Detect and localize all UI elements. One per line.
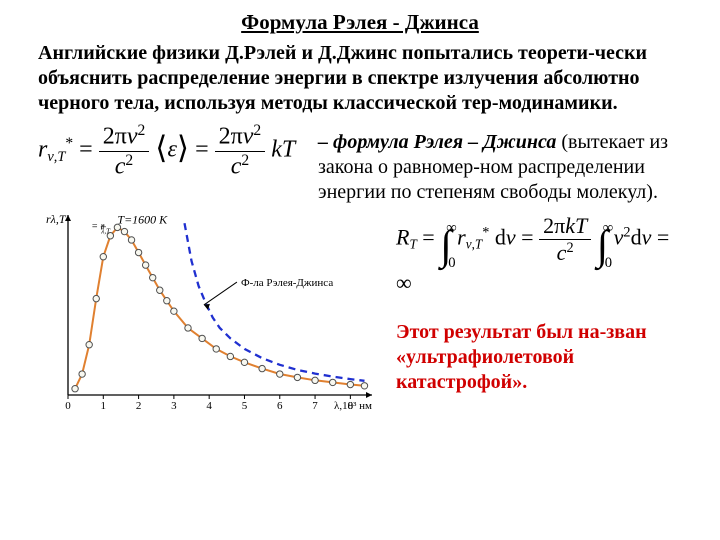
formula-row: rν,T* = 2πν2c2 ⟨ε⟩ = 2πν2c2 kT – формула… — [0, 120, 720, 207]
svg-text:3: 3 — [171, 400, 177, 412]
svg-text:2: 2 — [136, 400, 142, 412]
svg-text:T=1600 K: T=1600 K — [117, 212, 168, 226]
svg-text:Ф-ла Рэлея-Джинса: Ф-ла Рэлея-Джинса — [241, 277, 333, 289]
intro-paragraph: Английские физики Д.Рэлей и Д.Джинс попы… — [0, 35, 720, 120]
svg-text:7: 7 — [312, 400, 318, 412]
svg-text:λ,10³ нм: λ,10³ нм — [334, 400, 372, 412]
svg-text:0: 0 — [65, 400, 71, 412]
formula-rayleigh-jeans: rν,T* = 2πν2c2 ⟨ε⟩ = 2πν2c2 kT — [38, 122, 318, 180]
formula-description: – формула Рэлея – Джинса (вытекает из за… — [318, 122, 682, 205]
svg-text:5: 5 — [242, 400, 248, 412]
spectrum-chart: 012345678rλ,Tλ,10³ нмT=1600 K+= rλ,TФ-ла… — [38, 207, 378, 417]
svg-text:rλ,T: rλ,T — [46, 212, 67, 226]
svg-text:4: 4 — [206, 400, 212, 412]
svg-text:λ,T: λ,T — [100, 228, 111, 236]
formula-name: – формула Рэлея – Джинса — [318, 131, 556, 153]
svg-text:1: 1 — [101, 400, 107, 412]
svg-text:6: 6 — [277, 400, 283, 412]
catastrophe-text: Этот результат был на-зван «ультрафиолет… — [396, 296, 682, 395]
page-title: Формула Рэлея - Джинса — [0, 0, 720, 35]
formula-integral: RT = ∫0∞ rν,T* dν = 2πkTc2 ∫0∞ ν2dν = ∞ — [396, 207, 682, 296]
